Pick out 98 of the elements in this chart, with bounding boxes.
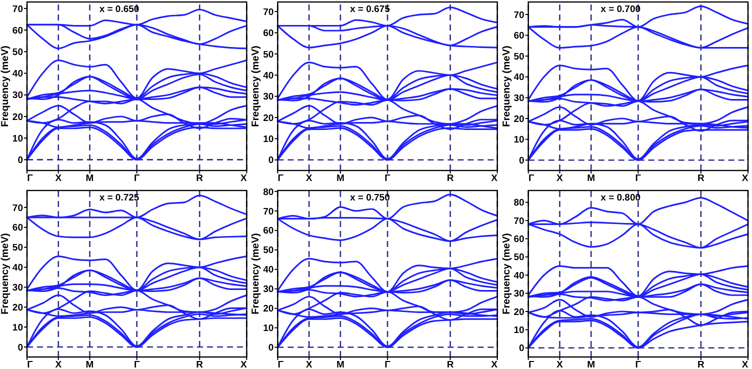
x-tick-label: X bbox=[240, 173, 248, 184]
y-tick-label: 20 bbox=[12, 302, 23, 314]
y-tick-label: 30 bbox=[12, 282, 23, 294]
x-tick-label: R bbox=[196, 360, 204, 369]
y-tick-label: 50 bbox=[263, 49, 274, 60]
y-tick-label: 40 bbox=[514, 72, 524, 84]
y-tick-label: 80 bbox=[514, 198, 524, 209]
y-tick-label: 60 bbox=[514, 30, 524, 42]
y-tick-label: 70 bbox=[263, 206, 274, 218]
y-tick-label: 10 bbox=[514, 134, 524, 146]
y-tick-label: 40 bbox=[263, 264, 274, 276]
y-axis-title: Frequency (meV) bbox=[0, 233, 11, 314]
x-tick-label: X bbox=[55, 173, 62, 184]
x-tick-label: X bbox=[306, 173, 313, 184]
y-tick-label: 60 bbox=[12, 25, 23, 36]
y-tick-label: 0 bbox=[268, 155, 274, 166]
y-tick-label: 0 bbox=[18, 155, 23, 166]
y-tick-label: 70 bbox=[12, 4, 23, 15]
y-axis-title: Frequency (meV) bbox=[250, 46, 262, 127]
x-tick-label: M bbox=[86, 173, 94, 184]
y-tick-label: 80 bbox=[263, 186, 274, 198]
y-tick-label: 50 bbox=[12, 242, 23, 254]
x-tick-label: R bbox=[446, 173, 454, 184]
y-tick-label: 40 bbox=[12, 262, 23, 274]
y-axis-title: Frequency (meV) bbox=[250, 233, 262, 314]
x-tick-label: Γ bbox=[134, 173, 140, 184]
y-tick-label: 60 bbox=[263, 28, 274, 40]
x-tick-label: Γ bbox=[635, 173, 642, 184]
x-tick-label: M bbox=[86, 360, 94, 369]
x-tick-label: Γ bbox=[528, 173, 534, 184]
x-tick-label: R bbox=[196, 173, 204, 184]
annotation: x = 0.700 bbox=[600, 4, 641, 15]
annotation: x = 0.750 bbox=[350, 192, 390, 204]
x-tick-label: X bbox=[556, 360, 564, 369]
x-tick-label: X bbox=[742, 360, 749, 369]
y-tick-label: 60 bbox=[12, 222, 23, 234]
x-tick-label: Γ bbox=[278, 173, 284, 184]
x-tick-label: X bbox=[742, 173, 749, 184]
y-tick-label: 10 bbox=[263, 323, 274, 334]
x-tick-label: M bbox=[336, 360, 344, 369]
y-tick-label: 40 bbox=[514, 270, 524, 282]
x-tick-label: R bbox=[697, 360, 704, 369]
x-tick-label: X bbox=[55, 360, 62, 369]
x-tick-label: Γ bbox=[635, 360, 642, 369]
y-tick-label: 20 bbox=[514, 306, 524, 318]
y-tick-label: 40 bbox=[263, 70, 274, 82]
y-tick-label: 20 bbox=[514, 114, 524, 125]
y-tick-label: 0 bbox=[268, 342, 274, 354]
y-tick-label: 10 bbox=[12, 133, 23, 144]
y-tick-label: 70 bbox=[263, 6, 274, 18]
y-tick-label: 40 bbox=[12, 68, 23, 80]
y-tick-label: 20 bbox=[263, 112, 274, 124]
y-tick-label: 10 bbox=[12, 322, 23, 334]
x-tick-label: Γ bbox=[27, 173, 34, 184]
x-tick-label: M bbox=[587, 360, 596, 369]
x-tick-label: M bbox=[587, 173, 596, 184]
y-tick-label: 10 bbox=[514, 325, 524, 336]
x-tick-label: Γ bbox=[384, 173, 391, 184]
y-tick-label: 60 bbox=[514, 234, 524, 246]
y-tick-label: 50 bbox=[263, 245, 274, 256]
x-tick-label: M bbox=[336, 173, 344, 184]
y-tick-label: 50 bbox=[514, 51, 524, 62]
x-tick-label: Γ bbox=[528, 360, 534, 369]
y-tick-label: 20 bbox=[263, 304, 274, 315]
y-tick-label: 70 bbox=[12, 202, 23, 214]
x-tick-label: X bbox=[306, 360, 313, 369]
x-tick-label: X bbox=[491, 360, 498, 369]
y-axis-title: Frequency (meV) bbox=[0, 46, 11, 127]
x-tick-label: Γ bbox=[384, 360, 391, 369]
annotation: x = 0.675 bbox=[350, 4, 391, 15]
y-tick-label: 50 bbox=[12, 47, 23, 58]
y-tick-label: 20 bbox=[12, 112, 23, 123]
x-tick-label: Γ bbox=[134, 360, 140, 369]
y-tick-label: 0 bbox=[519, 343, 524, 354]
y-tick-label: 30 bbox=[263, 92, 274, 103]
x-tick-label: Γ bbox=[278, 360, 284, 369]
x-tick-label: R bbox=[697, 173, 704, 184]
y-axis-title: Frequency (meV) bbox=[501, 233, 512, 314]
y-tick-label: 30 bbox=[514, 288, 524, 300]
y-axis-title: Frequency (meV) bbox=[501, 46, 512, 127]
x-tick-label: X bbox=[240, 360, 248, 369]
y-tick-label: 30 bbox=[263, 284, 274, 296]
y-tick-label: 70 bbox=[514, 10, 524, 21]
x-tick-label: X bbox=[491, 173, 498, 184]
y-tick-label: 60 bbox=[263, 226, 274, 237]
y-tick-label: 0 bbox=[18, 342, 23, 354]
y-tick-label: 70 bbox=[514, 216, 524, 227]
x-tick-label: X bbox=[556, 173, 564, 184]
x-tick-label: R bbox=[446, 360, 454, 369]
y-tick-label: 30 bbox=[514, 93, 524, 104]
y-tick-label: 0 bbox=[519, 155, 524, 166]
annotation: x = 0.650 bbox=[99, 4, 140, 15]
annotation: x = 0.800 bbox=[600, 192, 641, 204]
annotation: x = 0.725 bbox=[99, 192, 140, 204]
y-tick-label: 10 bbox=[263, 134, 274, 146]
y-tick-label: 50 bbox=[514, 252, 524, 264]
x-tick-label: Γ bbox=[27, 360, 34, 369]
y-tick-label: 30 bbox=[12, 90, 23, 102]
